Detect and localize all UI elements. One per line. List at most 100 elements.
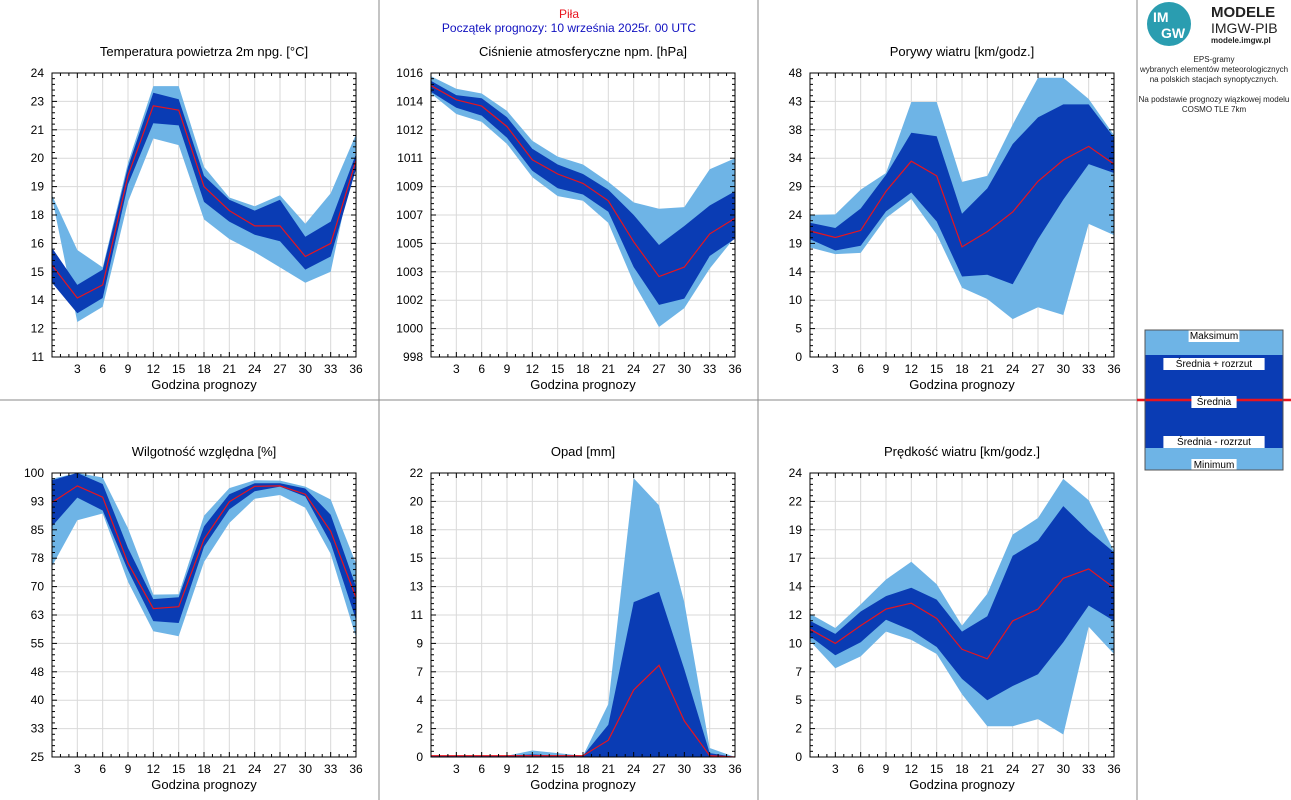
x-tick-label: 24	[627, 762, 641, 776]
x-axis-label: Godzina prognozy	[151, 777, 257, 792]
y-tick-label: 9	[416, 636, 423, 650]
y-tick-label: 4	[416, 693, 423, 707]
x-axis-label: Godzina prognozy	[151, 377, 257, 392]
chart-title: Wilgotność względna [%]	[132, 444, 277, 459]
x-tick-label: 30	[1057, 762, 1071, 776]
y-tick-label: 29	[789, 180, 803, 194]
series-mean-line	[51, 105, 357, 299]
chart-panel-5: Opad [mm]3 6 9 12 15 18 21 24 27 30 33 360247911131…	[410, 444, 742, 792]
x-tick-label: 27	[1031, 762, 1045, 776]
x-tick-label: 6	[857, 762, 864, 776]
x-tick-label: 33	[324, 762, 338, 776]
x-tick-label: 9	[504, 762, 511, 776]
chart-panel-6: Prędkość wiatru [km/godz.]3 6 9 12 15 18 21 24 2…	[789, 444, 1121, 792]
chart-title: Porywy wiatru [km/godz.]	[890, 44, 1035, 59]
y-tick-label: 14	[31, 293, 45, 307]
y-tick-label: 63	[31, 608, 45, 622]
y-tick-label: 0	[795, 350, 802, 364]
chart-panel-4: Wilgotność względna [%]3 6 9 12 15 18 21 24 27 30…	[24, 444, 363, 792]
x-tick-label: 18	[955, 362, 969, 376]
x-tick-label: 36	[349, 362, 363, 376]
info-line-2: wybranych elementów meteorologicznych	[1139, 65, 1289, 74]
y-tick-label: 1014	[396, 94, 423, 108]
x-tick-label: 36	[349, 762, 363, 776]
x-tick-label: 27	[652, 762, 666, 776]
legend: Maksimum Średnia + rozrzut Średnia Średnia …	[1137, 329, 1291, 471]
chart-title: Ciśnienie atmosferyczne npm. [hPa]	[479, 44, 687, 59]
x-tick-label: 21	[223, 362, 237, 376]
y-tick-label: 11	[32, 350, 45, 364]
logo-mark-bottom: GW	[1161, 25, 1186, 41]
y-tick-label: 7	[795, 665, 802, 679]
logo-mark-top: IM	[1153, 9, 1169, 25]
legend-minus-label-bg	[1163, 436, 1265, 448]
chart-panel-3: Porywy wiatru [km/godz.]3 6 9 12 15 18 21 24 27 3…	[789, 44, 1121, 392]
legend-max-label: Maksimum	[1190, 331, 1238, 342]
imgw-logo-mark: IM GW	[1147, 2, 1191, 46]
x-tick-label: 33	[324, 362, 338, 376]
y-tick-label: 1016	[396, 66, 423, 80]
x-tick-label: 30	[299, 362, 313, 376]
info-line-1: EPS-gramy	[1193, 55, 1235, 64]
x-tick-label: 9	[883, 362, 890, 376]
x-tick-label: 18	[955, 762, 969, 776]
x-axis-label: Godzina prognozy	[909, 377, 1015, 392]
y-tick-label: 1007	[396, 208, 423, 222]
x-tick-label: 12	[526, 362, 540, 376]
y-tick-label: 48	[31, 665, 45, 679]
y-tick-label: 19	[31, 180, 45, 194]
x-tick-label: 27	[273, 362, 287, 376]
logo-url: modele.imgw.pl	[1211, 36, 1271, 45]
chart-title: Opad [mm]	[551, 444, 615, 459]
x-tick-label: 3	[832, 762, 839, 776]
y-tick-label: 0	[795, 750, 802, 764]
series-mean-line	[51, 485, 357, 610]
x-tick-label: 24	[1006, 762, 1020, 776]
chart-header: Piła Początek prognozy: 10 września 2025…	[380, 7, 758, 35]
y-tick-label: 1002	[396, 293, 423, 307]
info-line-5: COSMO TLE 7km	[1181, 105, 1247, 114]
series-mean-line	[809, 145, 1115, 248]
x-tick-label: 6	[99, 762, 106, 776]
y-tick-label: 20	[31, 151, 45, 165]
x-tick-label: 3	[74, 362, 81, 376]
info-line-4: Na podstawie prognozy wiązkowej modelu	[1138, 95, 1290, 104]
station-name: Piła	[558, 7, 579, 21]
band-min-max	[52, 86, 356, 322]
y-tick-label: 16	[31, 236, 45, 250]
x-tick-label: 24	[248, 362, 262, 376]
x-tick-label: 15	[551, 762, 565, 776]
y-tick-label: 24	[789, 208, 803, 222]
x-tick-label: 27	[652, 362, 666, 376]
x-tick-label: 21	[602, 362, 616, 376]
x-tick-label: 30	[678, 762, 692, 776]
y-tick-label: 24	[31, 66, 45, 80]
y-tick-label: 78	[31, 551, 45, 565]
y-tick-label: 15	[410, 551, 424, 565]
x-tick-label: 9	[125, 362, 132, 376]
x-tick-label: 21	[602, 762, 616, 776]
y-tick-label: 998	[403, 350, 423, 364]
y-tick-label: 100	[24, 466, 44, 480]
band-spread	[810, 104, 1114, 285]
y-tick-label: 1012	[396, 123, 423, 137]
band-spread	[810, 506, 1114, 701]
y-tick-label: 40	[31, 693, 45, 707]
band-spread	[431, 80, 735, 305]
y-tick-label: 70	[31, 580, 45, 594]
info-text: EPS-gramy wybranych elementów meteorolog…	[1137, 55, 1291, 115]
x-tick-label: 9	[883, 762, 890, 776]
x-tick-label: 3	[74, 762, 81, 776]
band-spread	[52, 92, 356, 314]
x-tick-label: 12	[905, 762, 919, 776]
y-tick-label: 20	[410, 494, 424, 508]
x-tick-label: 27	[1031, 362, 1045, 376]
x-tick-label: 15	[930, 762, 944, 776]
y-tick-label: 2	[416, 722, 423, 736]
x-tick-label: 3	[453, 362, 460, 376]
x-tick-label: 3	[832, 362, 839, 376]
chart-panel-1: Temperatura powietrza 2m npg. [°C]3 6 9 12 1…	[31, 44, 363, 392]
x-tick-label: 6	[857, 362, 864, 376]
y-tick-label: 1005	[396, 236, 423, 250]
